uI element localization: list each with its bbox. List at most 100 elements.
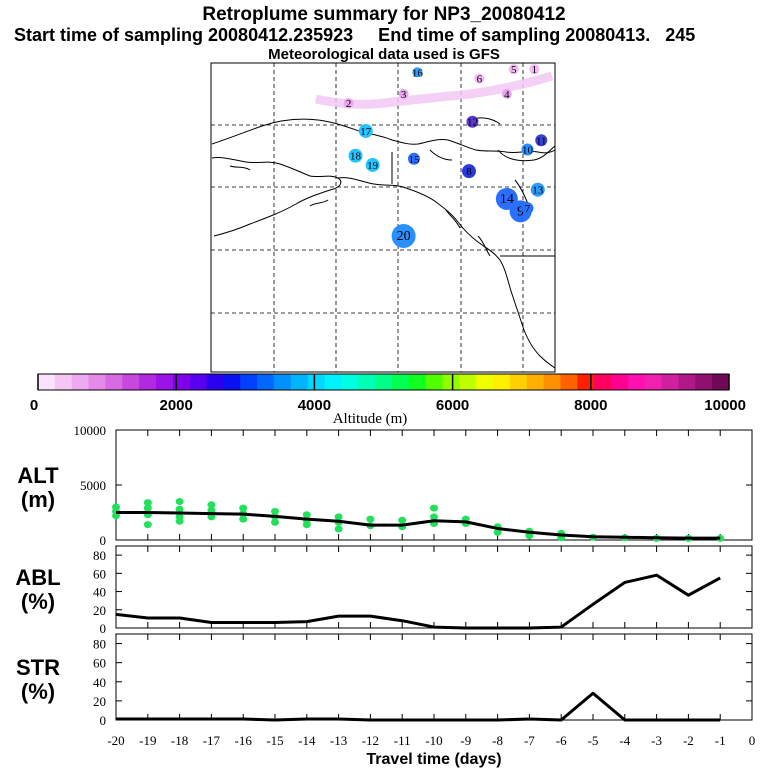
colorbar-cell	[139, 374, 157, 390]
colorbar-cell	[543, 374, 561, 390]
scatter-point	[302, 511, 311, 519]
colorbar-cell	[307, 374, 326, 390]
panel-label-str: STR	[16, 655, 60, 680]
y-tick-label: 40	[93, 585, 106, 600]
colorbar-tick-label: 0	[30, 397, 38, 414]
colorbar-cell	[425, 374, 443, 390]
scatter-point	[143, 504, 152, 512]
x-tick-label: -17	[203, 733, 221, 748]
y-tick-label: 40	[93, 675, 106, 690]
colorbar-cell	[577, 374, 595, 390]
colorbar-cell	[223, 374, 241, 390]
colorbar-cell	[627, 374, 646, 390]
map-point-label: 2	[346, 98, 352, 110]
scatter-point	[207, 506, 216, 514]
x-tick-label: -18	[171, 733, 188, 748]
colorbar-cell	[594, 374, 612, 390]
x-tick-label: -13	[330, 733, 347, 748]
colorbar-tick-label: 4000	[298, 397, 331, 414]
colorbar-cell	[611, 374, 629, 390]
map-point	[474, 73, 485, 84]
scatter-point	[271, 507, 279, 515]
colorbar-cell	[71, 374, 90, 390]
scatter-point	[175, 517, 184, 525]
series-line-str	[116, 691, 721, 722]
colorbar-cell	[54, 374, 73, 390]
colorbar-cell	[290, 374, 309, 390]
x-tick-label: 0	[749, 733, 756, 748]
x-tick-label: -2	[683, 733, 694, 748]
scatter-point	[207, 501, 216, 509]
map-point-label: 12	[467, 117, 478, 129]
colorbar: 0 2000 4000 6000 8000 10000 Altitude (m)	[30, 373, 746, 427]
x-axis-label: Travel time (days)	[366, 751, 501, 768]
scatter-point	[302, 521, 311, 529]
y-tick-label: 0	[100, 713, 107, 728]
time-series-panels: 1000050000ALT(m)806040200ABL(%)806040200…	[15, 423, 755, 768]
map-point-label: 7	[525, 203, 531, 215]
colorbar-tick-label: 8000	[574, 397, 607, 414]
map-point-label: 20	[397, 229, 411, 244]
x-tick-label: -4	[619, 733, 630, 748]
series-line-abl	[115, 573, 721, 630]
colorbar-cell	[560, 374, 578, 390]
sampling-times: Start time of sampling 20080412.235923 E…	[14, 25, 696, 45]
series-line-alt	[116, 511, 721, 540]
scatter-point	[207, 513, 216, 521]
map-point	[358, 123, 373, 138]
colorbar-cell	[476, 374, 494, 390]
map-frame	[210, 62, 556, 373]
map-point-label: 17	[360, 126, 372, 138]
map-point-label: 4	[504, 89, 510, 101]
y-tick-label: 5000	[80, 478, 106, 493]
scatter-point	[239, 504, 248, 512]
x-tick-label: -3	[651, 733, 662, 748]
colorbar-cell	[257, 374, 275, 390]
scatter-point	[430, 513, 438, 521]
map-point-label: 9	[517, 204, 524, 219]
colorbar-cell	[712, 374, 730, 390]
y-tick-label: 80	[93, 637, 106, 652]
colorbar-ticks: 0 2000 4000 6000 8000 10000	[30, 374, 746, 414]
scatter-point	[493, 528, 502, 536]
x-tick-label: -15	[266, 733, 283, 748]
y-tick-label: 60	[93, 566, 106, 581]
panel-frame-abl	[115, 545, 753, 629]
map-point-label: 3	[401, 89, 407, 101]
y-tick-label: 20	[93, 603, 106, 618]
colorbar-cell	[661, 374, 679, 390]
map-point	[407, 152, 420, 165]
colorbar-cell	[324, 374, 342, 390]
colorbar-label: Altitude (m)	[333, 411, 408, 427]
map-point	[530, 182, 545, 197]
panel-frame-str	[115, 633, 753, 721]
map-point	[535, 134, 548, 147]
panel-label-alt: ALT	[17, 463, 59, 488]
map-point-label: 11	[536, 135, 547, 147]
map-point	[365, 157, 380, 172]
map-point	[343, 98, 354, 109]
scatter-point	[430, 504, 438, 512]
map-point	[521, 202, 534, 215]
y-tick-label: 60	[93, 656, 106, 671]
colorbar-cell	[172, 374, 191, 390]
y-tick-label: 80	[93, 548, 106, 563]
x-tick-label: -10	[425, 733, 442, 748]
scatter-point	[143, 499, 152, 507]
scatter-point	[271, 518, 279, 526]
colorbar-cell	[408, 374, 427, 390]
colorbar-cell	[375, 374, 393, 390]
y-tick-label: 20	[93, 694, 106, 709]
colorbar-cell	[678, 374, 696, 390]
scatter-point	[175, 498, 184, 505]
colorbar-cell	[341, 374, 359, 390]
colorbar-cell	[240, 374, 258, 390]
colorbar-cell	[358, 374, 376, 390]
colorbar-cell	[38, 374, 56, 390]
colorbar-cell	[105, 374, 123, 390]
colorbar-cell	[206, 374, 224, 390]
colorbar-cell	[493, 374, 511, 390]
